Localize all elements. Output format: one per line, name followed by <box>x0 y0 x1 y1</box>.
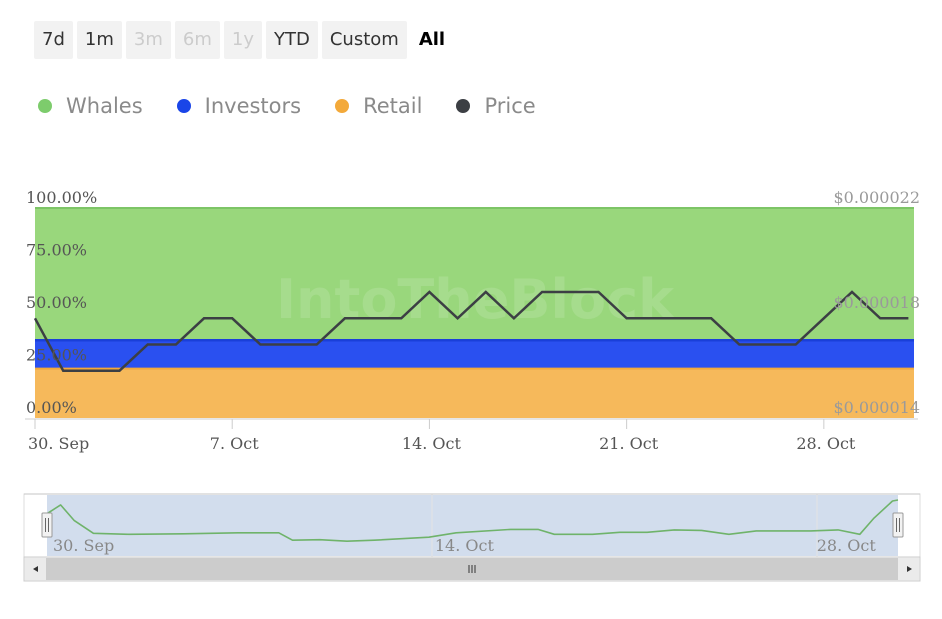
legend-dot-icon <box>456 99 471 113</box>
legend-item-whales[interactable]: Whales <box>38 94 143 118</box>
x-tick-label: 14. Oct <box>402 434 462 453</box>
y-left-tick-label: 75.00% <box>26 241 87 260</box>
range-button-all[interactable]: All <box>410 21 454 59</box>
range-button-1y: 1y <box>223 21 262 59</box>
range-button-3m: 3m <box>125 21 171 59</box>
x-tick-label: 21. Oct <box>599 434 659 453</box>
watermark: IntoTheBlock <box>276 268 675 331</box>
y-axis-right: $0.000022 $0.000018 $0.000014 <box>833 188 920 417</box>
x-tick-label: 30. Sep <box>28 434 89 453</box>
y-left-tick-label: 50.00% <box>26 293 87 312</box>
range-button-1m[interactable]: 1m <box>76 21 122 59</box>
price-line <box>33 290 909 372</box>
arrow-right-icon <box>907 566 912 572</box>
x-tick-label: 7. Oct <box>210 434 259 453</box>
range-button-7d[interactable]: 7d <box>34 21 73 59</box>
y-left-tick-label: 25.00% <box>26 346 87 365</box>
y-right-tick-label: $0.000022 <box>833 188 920 207</box>
price-line-group <box>33 290 909 372</box>
scroll-right-button[interactable] <box>898 558 919 580</box>
navigator-right-handle[interactable] <box>892 512 904 538</box>
navigator-selection-mask[interactable] <box>47 495 898 556</box>
legend-item-price[interactable]: Price <box>456 94 536 118</box>
navigator-series-line <box>46 499 899 542</box>
navigator[interactable]: 30. Sep 14. Oct 28. Oct <box>23 493 921 558</box>
legend-dot-icon <box>176 99 191 113</box>
y-right-tick-label: $0.000018 <box>833 293 920 312</box>
range-selector: 7d 1m 3m 6m 1y YTD Custom All <box>34 21 454 59</box>
legend-dot-icon <box>38 99 52 113</box>
y-left-tick-label: 100.00% <box>26 188 97 207</box>
legend-label: Price <box>484 94 536 118</box>
legend-dot-icon <box>335 99 350 113</box>
range-button-custom[interactable]: Custom <box>321 21 407 59</box>
x-axis: 30. Sep 7. Oct 14. Oct 21. Oct 28. Oct <box>25 418 918 453</box>
legend-item-investors[interactable]: Investors <box>176 94 302 118</box>
navigator-left-handle[interactable] <box>41 512 53 538</box>
x-tick-label: 28. Oct <box>796 434 856 453</box>
y-right-tick-label: $0.000014 <box>833 398 920 417</box>
navigator-label: 30. Sep <box>53 536 114 555</box>
range-button-ytd[interactable]: YTD <box>266 21 318 59</box>
legend-label: Investors <box>204 94 302 118</box>
scrollbar-grip-icon <box>468 565 476 573</box>
watermark-text: IntoTheBlock <box>276 268 675 331</box>
navigator-label: 28. Oct <box>817 536 877 555</box>
legend-label: Retail <box>363 94 423 118</box>
range-button-6m: 6m <box>174 21 220 59</box>
arrow-left-icon <box>33 566 38 572</box>
legend: Whales Investors Retail Price <box>38 94 536 118</box>
legend-item-retail[interactable]: Retail <box>335 94 422 118</box>
y-left-tick-label: 0.00% <box>26 398 77 417</box>
y-axis-left: 100.00% 75.00% 50.00% 25.00% 0.00% <box>26 188 97 417</box>
scrollbar[interactable] <box>23 556 921 582</box>
area-retail <box>35 368 914 418</box>
legend-label: Whales <box>66 94 143 118</box>
area-whales <box>35 208 914 341</box>
scroll-left-button[interactable] <box>25 558 46 580</box>
navigator-label: 14. Oct <box>435 536 495 555</box>
